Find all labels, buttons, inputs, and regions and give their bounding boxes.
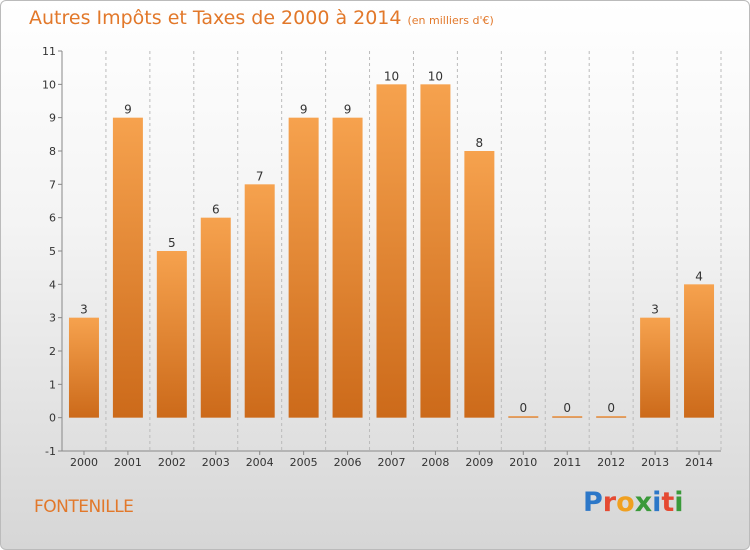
x-tick-label: 2003	[202, 456, 230, 469]
chart-subtitle: (en milliers d'€)	[407, 14, 494, 27]
x-tick-label: 2006	[334, 456, 362, 469]
y-tick-label: 3	[49, 312, 56, 325]
value-label: 9	[124, 103, 132, 117]
x-tick-label: 2002	[158, 456, 186, 469]
logo-letter: r	[602, 487, 617, 518]
y-tick-label: 1	[49, 378, 56, 391]
bar	[508, 416, 539, 418]
bar	[420, 84, 451, 418]
value-label: 9	[344, 103, 352, 117]
axes: -1 0 1 2 3 4 5 6 7 8 9 10 11	[42, 45, 721, 458]
logo-letter: i	[674, 487, 684, 518]
logo-letter: P	[583, 487, 603, 518]
bar	[640, 317, 671, 418]
bar	[684, 284, 715, 418]
x-tick-label: 2000	[70, 456, 98, 469]
bar	[244, 184, 275, 418]
y-tick-label: 4	[49, 278, 56, 291]
chart-title-text: Autres Impôts et Taxes de 2000 à 2014	[29, 7, 402, 29]
grid-lines	[61, 51, 722, 451]
chart-title: Autres Impôts et Taxes de 2000 à 2014 (en…	[29, 7, 494, 29]
labels: 3 2000 9 2001 5 2002 6 2003 7 2004 9 2005 9 2006 10 200…	[70, 69, 713, 469]
bar	[376, 84, 407, 418]
value-label: 0	[607, 401, 615, 415]
y-tick-label: 6	[49, 212, 56, 225]
x-tick-label: 2010	[509, 456, 537, 469]
logo-letter: x	[634, 487, 653, 518]
x-tick-label: 2007	[378, 456, 406, 469]
value-label: 6	[212, 203, 220, 217]
value-label: 0	[519, 401, 527, 415]
value-label: 3	[80, 303, 88, 317]
logo-letter: o	[616, 487, 635, 518]
x-tick-label: 2009	[465, 456, 493, 469]
value-label: 5	[168, 236, 176, 250]
y-tick-label: 9	[49, 112, 56, 125]
y-tick-label: -1	[45, 445, 56, 458]
value-label: 9	[300, 103, 308, 117]
logo-letter: i	[652, 487, 662, 518]
y-tick-label: 8	[49, 145, 56, 158]
value-label: 3	[651, 303, 659, 317]
bar	[332, 117, 363, 418]
logo-letter: t	[661, 487, 675, 518]
bar	[200, 217, 231, 418]
value-label: 10	[428, 69, 443, 83]
x-tick-label: 2001	[114, 456, 142, 469]
x-tick-label: 2013	[641, 456, 669, 469]
x-tick-label: 2005	[290, 456, 318, 469]
value-label: 4	[695, 269, 703, 283]
proxiti-logo[interactable]: Proxiti	[583, 487, 684, 518]
bar	[288, 117, 319, 418]
y-tick-label: 10	[42, 78, 56, 91]
y-tick-label: 0	[49, 412, 56, 425]
value-label: 7	[256, 169, 264, 183]
y-tick-label: 5	[49, 245, 56, 258]
bars	[68, 84, 715, 418]
bar	[464, 151, 495, 418]
value-label: 10	[384, 69, 399, 83]
commune-name: FONTENILLE	[34, 497, 134, 517]
y-tick-label: 7	[49, 178, 56, 191]
bar	[112, 117, 143, 418]
x-tick-label: 2011	[553, 456, 581, 469]
x-tick-label: 2014	[685, 456, 713, 469]
x-tick-label: 2004	[246, 456, 274, 469]
value-label: 0	[563, 401, 571, 415]
y-tick-label: 2	[49, 345, 56, 358]
bar	[552, 416, 583, 418]
bar	[156, 251, 187, 418]
y-tick-label: 11	[42, 45, 56, 58]
bar	[68, 317, 99, 418]
x-tick-label: 2012	[597, 456, 625, 469]
bar-chart: -1 0 1 2 3 4 5 6 7 8 9 10 11 3 2000 9 2001 5 2002 6 2003 7 20…	[42, 45, 722, 469]
x-tick-label: 2008	[421, 456, 449, 469]
bar	[596, 416, 627, 418]
value-label: 8	[476, 136, 484, 150]
